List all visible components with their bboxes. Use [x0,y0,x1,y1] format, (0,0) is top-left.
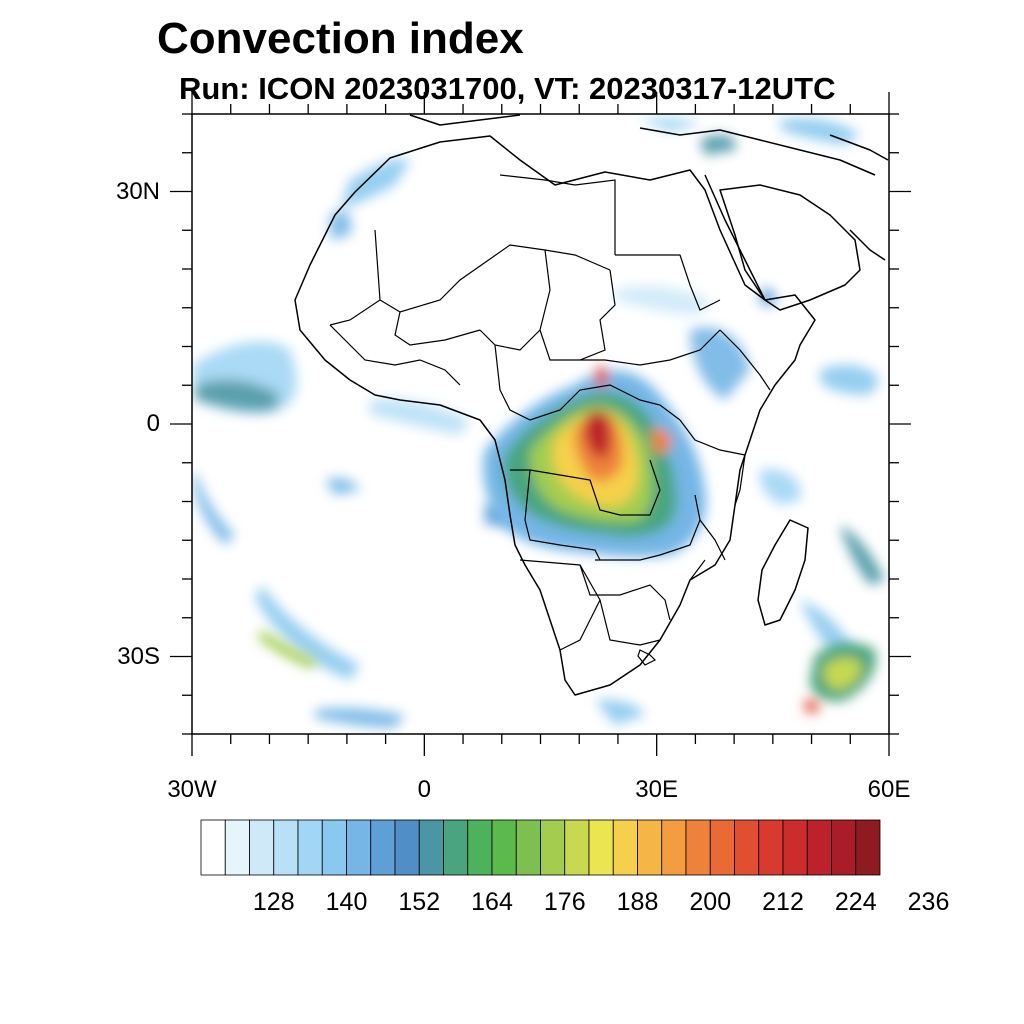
colorbar-swatch [200,819,226,876]
colorbar-swatch [637,819,663,876]
colorbar-label: 152 [398,888,441,916]
page-title: Convection index [157,14,524,63]
country-borders [329,174,771,666]
colorbar-label: 188 [616,888,659,916]
colorbar-swatch [418,819,444,876]
colorbar-swatch [273,819,299,876]
colorbar-label: 176 [543,888,586,916]
colorbar-label: 164 [471,888,513,916]
map-ticks [170,92,911,756]
lon-label: 30E [635,776,678,803]
colorbar-swatch [661,819,687,876]
colorbar-swatch [346,819,372,876]
lon-label: 30W [167,776,217,803]
lat-label: 30S [117,642,160,670]
colorbar [200,819,881,876]
colorbar-swatch [249,819,275,876]
colorbar-swatch [540,819,566,876]
coastlines [294,114,889,696]
colorbar-swatch [394,819,420,876]
colorbar-swatch [515,819,541,876]
colorbar-swatch [564,819,590,876]
colorbar-swatch [588,819,614,876]
colorbar-swatch [467,819,493,876]
colorbar-label: 140 [325,888,368,916]
colorbar-label: 200 [689,888,732,916]
colorbar-swatch [321,819,347,876]
colorbar-swatch [806,819,832,876]
colorbar-swatch [831,819,857,876]
lat-label: 0 [146,410,160,437]
colorbar-swatch [709,819,735,876]
colorbar-label: 236 [907,888,950,916]
lat-label: 30N [115,177,160,205]
colorbar-label: 128 [252,888,295,916]
page-subtitle: Run: ICON 2023031700, VT: 20230317-12UTC [179,71,836,106]
lon-label: 0 [417,776,431,803]
colorbar-swatch [758,819,784,876]
colorbar-label: 224 [834,888,877,916]
colorbar-swatch [491,819,517,876]
colorbar-swatch [224,819,250,876]
lon-label: 60E [867,776,911,803]
colorbar-swatch [612,819,638,876]
colorbar-swatch [685,819,711,876]
colorbar-swatch [443,819,469,876]
colorbar-label: 212 [762,888,804,916]
colorbar-swatch [734,819,760,876]
colorbar-swatch [370,819,396,876]
colorbar-swatch [855,819,881,876]
colorbar-swatch [297,819,323,876]
colorbar-swatch [782,819,808,876]
convection-field [192,117,885,728]
